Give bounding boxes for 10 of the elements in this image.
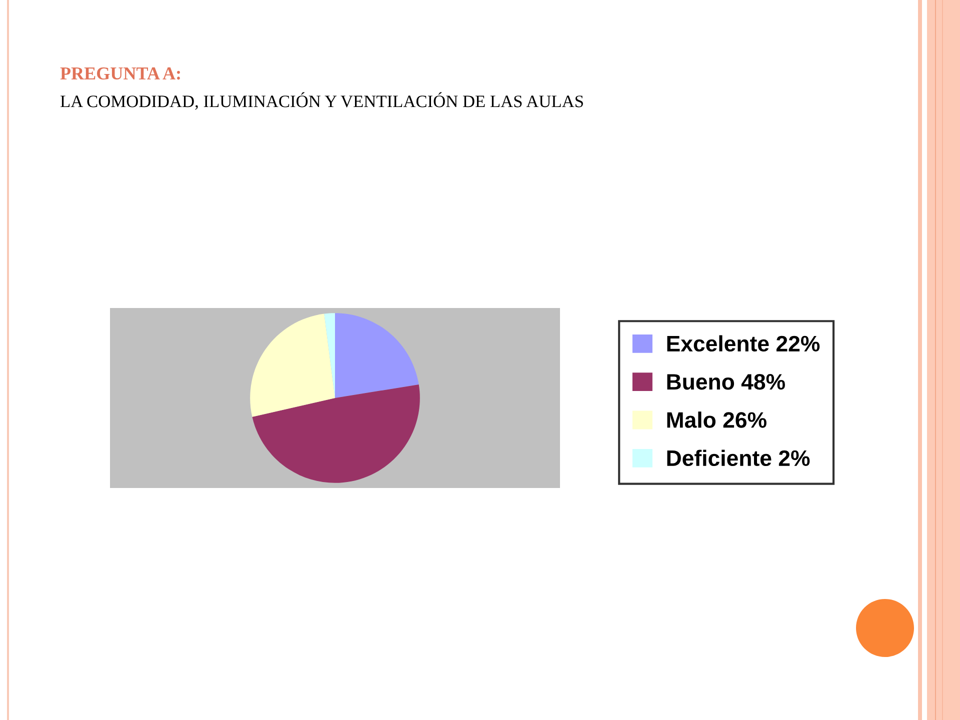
pie-slice — [252, 384, 420, 483]
chart-subtitle: LA COMODIDAD, ILUMINACIÓN Y VENTILACIÓN DE LAS AULAS — [60, 92, 583, 110]
legend-label: Deficiente 2% — [667, 450, 810, 466]
chart-title: PREGUNTA A: — [60, 67, 180, 80]
pie-slice — [335, 313, 419, 398]
legend-label: Excelente 22% — [667, 335, 820, 352]
pie-slice — [324, 313, 335, 398]
legend-label: Malo 26% — [667, 412, 766, 428]
pie-slice — [250, 314, 335, 417]
legend-label: Bueno 48% — [667, 374, 785, 390]
